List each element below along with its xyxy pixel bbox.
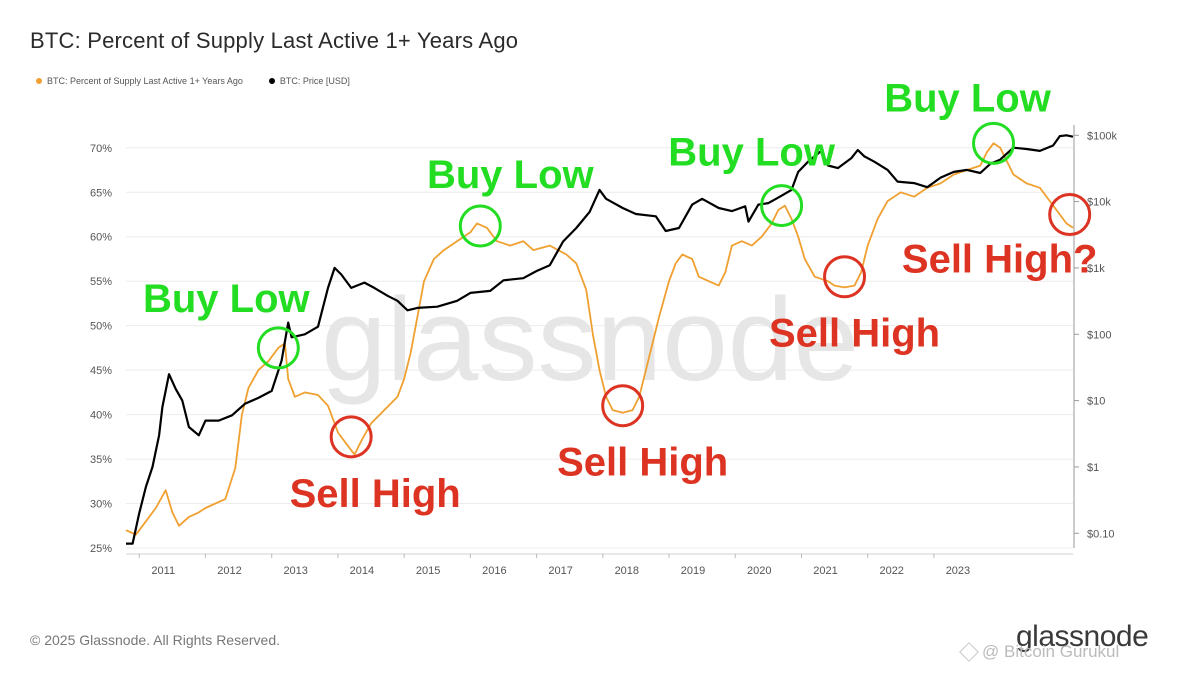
buy-low-label: Buy Low: [427, 153, 595, 197]
buy-low-circle: [972, 121, 1016, 165]
buy-low-circle: [458, 204, 502, 248]
page-title: BTC: Percent of Supply Last Active 1+ Ye…: [30, 28, 519, 53]
buy-low-label: Buy Low: [884, 76, 1052, 120]
x-tick-label: 2023: [946, 565, 970, 577]
left-tick-label: 65%: [90, 187, 112, 199]
left-tick-label: 25%: [90, 543, 112, 555]
left-tick-label: 55%: [90, 276, 112, 288]
x-tick-label: 2011: [151, 565, 175, 577]
sell-high-label: Sell High: [769, 312, 940, 356]
x-axis: 2011 2012 2013 2014 2015 2016 2017 2018 2019 2020…: [126, 553, 1073, 577]
legend-item-price[interactable]: BTC: Price [USD]: [268, 76, 350, 86]
left-tick-label: 50%: [90, 321, 112, 333]
annotation-layer: Buy Low Sell High Buy Low Sell High Buy Low S…: [143, 76, 1097, 515]
right-axis: $0.10 $1 $10 $100 $1k $10k $100k: [1073, 125, 1117, 548]
left-tick-label: 45%: [90, 365, 112, 377]
left-tick-label: 30%: [90, 499, 112, 511]
left-tick-label: 60%: [90, 232, 112, 244]
x-tick-label: 2020: [747, 565, 771, 577]
brand-logo-text: glassnode: [1016, 620, 1149, 653]
sell-high-label: Sell High: [290, 472, 461, 516]
x-tick-label: 2015: [416, 565, 440, 577]
right-tick-label: $10: [1087, 396, 1105, 408]
x-tick-label: 2012: [217, 565, 241, 577]
right-tick-label: $1: [1087, 462, 1099, 474]
user-watermark-text: @ Bitcoin Gurukul: [982, 642, 1120, 661]
diamond-icon: [959, 642, 979, 662]
user-watermark: @ Bitcoin Gurukul: [959, 642, 1120, 662]
sell-high-circle: [329, 415, 373, 459]
legend-label-price: BTC: Price [USD]: [279, 76, 350, 86]
x-tick-label: 2022: [879, 565, 903, 577]
sell-high-circle: [601, 384, 645, 428]
x-tick-label: 2013: [283, 565, 307, 577]
x-tick-label: 2014: [350, 565, 374, 577]
x-tick-label: 2016: [482, 565, 506, 577]
x-tick-label: 2019: [681, 565, 705, 577]
left-tick-label: 35%: [90, 454, 112, 466]
right-tick-label: $1k: [1087, 263, 1105, 275]
buy-low-circle: [760, 184, 804, 228]
sell-high-label: Sell High?: [902, 237, 1098, 281]
right-tick-label: $100: [1087, 329, 1111, 341]
right-tick-label: $0.10: [1087, 528, 1115, 540]
series-line-price: [126, 134, 1074, 545]
sell-high-circle: [823, 255, 867, 299]
buy-low-label: Buy Low: [143, 277, 311, 321]
watermark-text: glassnode: [321, 274, 859, 406]
x-tick-label: 2018: [615, 565, 639, 577]
legend-item-supply[interactable]: BTC: Percent of Supply Last Active 1+ Ye…: [36, 76, 243, 86]
legend-dot-supply: [36, 78, 42, 84]
sell-high-circle: [1048, 192, 1092, 236]
sell-high-label: Sell High: [557, 441, 728, 485]
x-tick-label: 2017: [548, 565, 572, 577]
right-tick-label: $100k: [1087, 130, 1117, 142]
legend-dot-price: [268, 78, 275, 84]
left-tick-label: 70%: [90, 143, 112, 155]
legend: BTC: Percent of Supply Last Active 1+ Ye…: [36, 76, 350, 86]
buy-low-label: Buy Low: [668, 131, 836, 175]
copyright-footer: © 2025 Glassnode. All Rights Reserved.: [30, 632, 281, 648]
left-axis: 25% 30% 35% 40% 45% 50% 55% 60% 65% 70%: [90, 143, 112, 555]
left-tick-label: 40%: [90, 410, 112, 422]
right-tick-label: $10k: [1087, 197, 1111, 209]
buy-low-circle: [256, 326, 300, 370]
legend-label-supply: BTC: Percent of Supply Last Active 1+ Ye…: [47, 76, 243, 86]
x-tick-label: 2021: [813, 565, 837, 577]
